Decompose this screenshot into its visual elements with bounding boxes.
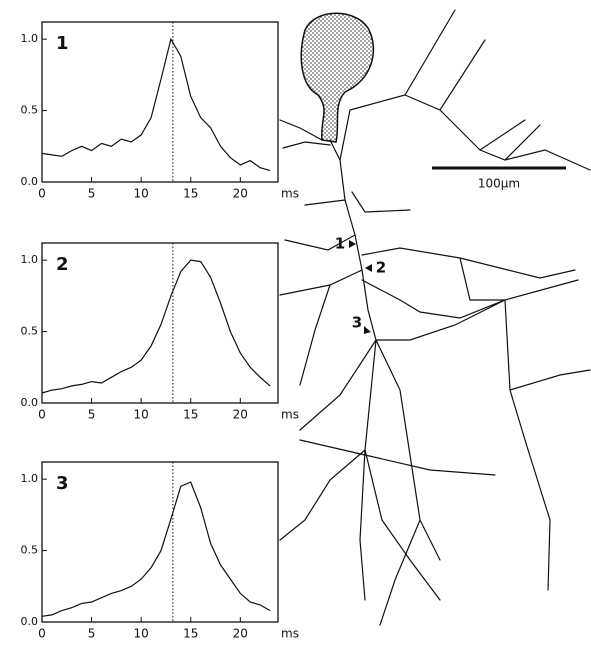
x-tick-label: 10 (134, 187, 149, 201)
y-tick-label: 1.0 (21, 32, 39, 45)
x-tick-label: 20 (233, 408, 248, 422)
x-tick-label: 0 (38, 627, 46, 641)
x-tick-label: 15 (183, 408, 198, 422)
x-axis-label: ms (281, 627, 299, 641)
site-arrow (349, 240, 356, 248)
y-tick-label: 1.0 (21, 253, 39, 266)
x-tick-label: 15 (183, 187, 198, 201)
y-tick-label: 0.5 (21, 325, 39, 338)
x-tick-label: 20 (233, 187, 248, 201)
site-arrow (364, 326, 371, 334)
site-label: 1 (335, 235, 345, 253)
y-tick-label: 0.0 (21, 396, 39, 409)
x-tick-label: 5 (88, 408, 96, 422)
x-tick-label: 0 (38, 408, 46, 422)
y-tick-label: 0.5 (21, 104, 39, 117)
trace (41, 259, 271, 394)
neuron-drawing: 100µm 1 2 3 (279, 9, 591, 626)
x-tick-label: 10 (134, 408, 149, 422)
y-tick-label: 0.0 (21, 615, 39, 628)
site-label: 3 (352, 314, 362, 332)
y-tick-label: 0.5 (21, 544, 39, 557)
dendrite (279, 9, 591, 626)
trace (41, 481, 271, 617)
plot-frame (41, 461, 279, 623)
x-axis-label: ms (281, 187, 299, 201)
panel-label: 2 (56, 254, 69, 275)
x-tick-label: 0 (38, 187, 46, 201)
y-tick-label: 0.0 (21, 175, 39, 188)
trace (41, 37, 271, 172)
x-tick-label: 5 (88, 187, 96, 201)
x-tick-label: 5 (88, 627, 96, 641)
panel-label: 3 (56, 473, 69, 494)
scale-bar-label: 100µm (478, 177, 520, 191)
x-tick-label: 20 (233, 627, 248, 641)
dendrite (329, 139, 441, 601)
site-arrow (365, 264, 372, 272)
plot-frame (41, 21, 279, 183)
x-tick-label: 15 (183, 627, 198, 641)
site-label: 2 (376, 259, 386, 277)
y-tick-label: 1.0 (21, 472, 39, 485)
x-tick-label: 10 (134, 627, 149, 641)
panel-label: 1 (56, 33, 69, 54)
soma (300, 12, 375, 143)
x-axis-label: ms (281, 408, 299, 422)
plot-frame (41, 242, 279, 404)
